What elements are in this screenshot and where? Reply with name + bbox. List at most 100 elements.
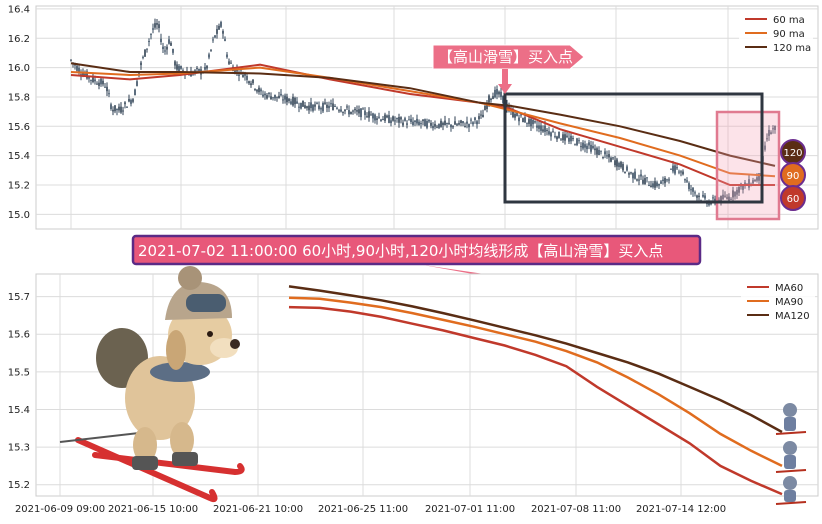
dog-ear: [166, 330, 186, 370]
candle-body: [632, 172, 634, 179]
candle-body: [548, 131, 550, 135]
bottom-moving-averages: [288, 285, 783, 496]
candle-body: [662, 179, 664, 181]
annotation-arrow-shape: [432, 44, 585, 70]
candle-body: [474, 117, 476, 120]
candle-body: [522, 118, 524, 123]
candle-body: [278, 95, 280, 99]
candle-body: [268, 93, 270, 95]
candle-body: [594, 148, 596, 151]
candle-body: [352, 110, 354, 112]
candle-body: [440, 120, 442, 127]
banner-text: 2021-07-02 11:00:00 60小时,90小时,120小时均线形成【…: [138, 242, 663, 260]
candle-body: [430, 122, 432, 126]
candle-body: [322, 102, 324, 112]
candle-body: [152, 28, 154, 30]
candle-body: [624, 171, 626, 174]
candle-body: [128, 98, 130, 102]
dog-leg-right: [170, 422, 194, 458]
candle-body: [684, 179, 686, 181]
bottom-x-axis: 2021-06-09 09:00 2021-06-15 10:00 2021-06-…: [15, 504, 726, 515]
boot-right: [172, 452, 198, 466]
candle-body: [652, 183, 654, 188]
candle-body: [720, 196, 722, 203]
candle-body: [640, 174, 642, 177]
buy-point-annotation: 【高山滑雪】买入点: [432, 44, 585, 94]
candle-body: [356, 110, 358, 112]
candle-body: [416, 118, 418, 124]
top-y-tick-label: 16.2: [8, 34, 30, 45]
candle-body: [730, 198, 732, 200]
candle-body: [168, 39, 170, 44]
candle-body: [196, 67, 198, 69]
candle-body: [140, 62, 142, 66]
candle-body: [260, 89, 262, 92]
candle-body: [704, 195, 706, 199]
candle-body: [244, 73, 246, 76]
candle-body: [550, 132, 552, 137]
top-y-tick-label: 16.4: [8, 4, 30, 15]
candle-body: [314, 104, 316, 107]
candle-body: [230, 62, 232, 64]
candle-body: [344, 109, 346, 112]
bottom-x-tick-label: 2021-06-25 11:00: [318, 504, 408, 515]
candle-body: [250, 83, 252, 86]
bottom-y-tick-label: 15.7: [8, 292, 30, 303]
candle-body: [390, 120, 392, 124]
candle-body: [138, 72, 140, 74]
mini-skier-icons: [775, 403, 807, 505]
candle-body: [224, 39, 226, 41]
candle-body: [600, 150, 602, 152]
candle-body: [166, 46, 168, 50]
candle-body: [148, 41, 150, 43]
candle-body: [576, 138, 578, 146]
candle-body: [70, 59, 72, 61]
candle-body: [570, 135, 572, 142]
candle-body: [772, 128, 774, 130]
bottom-y-axis: 15.2 15.3 15.4 15.5 15.6 15.7: [8, 292, 30, 491]
candle-body: [634, 171, 636, 179]
candle-body: [180, 65, 182, 69]
candle-body: [130, 99, 132, 104]
candle-body: [470, 119, 472, 121]
candle-body: [476, 121, 478, 125]
candle-body: [252, 79, 254, 84]
candle-body: [222, 31, 224, 34]
candle-body: [674, 165, 676, 174]
candle-body: [574, 144, 576, 146]
candle-body: [274, 94, 276, 99]
candle-body: [580, 146, 582, 148]
legend-label-ma60: MA60: [775, 283, 803, 294]
candle-body: [618, 163, 620, 168]
candle-body: [590, 144, 592, 152]
candle-body: [660, 181, 662, 184]
candle-body: [620, 161, 622, 168]
candle-body: [94, 79, 96, 82]
candle-body: [422, 119, 424, 122]
candle-body: [758, 173, 760, 181]
candle-body: [402, 122, 404, 126]
candle-body: [366, 116, 368, 118]
candle-body: [118, 106, 120, 111]
candle-body: [342, 111, 344, 113]
bottom-ma-line-ma60: [288, 305, 783, 496]
candle-body: [288, 98, 290, 102]
candle-body: [690, 189, 692, 191]
candle-body: [628, 173, 630, 175]
candle-body: [218, 25, 220, 30]
candle-body: [534, 121, 536, 123]
candle-body: [676, 167, 678, 169]
candle-body: [114, 105, 116, 112]
candle-body: [248, 81, 250, 84]
signal-banner: 2021-07-02 11:00:00 60小时,90小时,120小时均线形成【…: [131, 234, 702, 266]
candle-body: [588, 142, 590, 146]
legend-label-90: 90 ma: [773, 29, 805, 40]
mini-skier-1: [775, 403, 807, 435]
candle-body: [564, 134, 566, 141]
candle-body: [606, 155, 608, 157]
candle-body: [478, 116, 480, 120]
candle-body: [680, 171, 682, 173]
candle-body: [646, 177, 648, 179]
ski-left: [75, 437, 218, 503]
candle-body: [316, 102, 318, 104]
